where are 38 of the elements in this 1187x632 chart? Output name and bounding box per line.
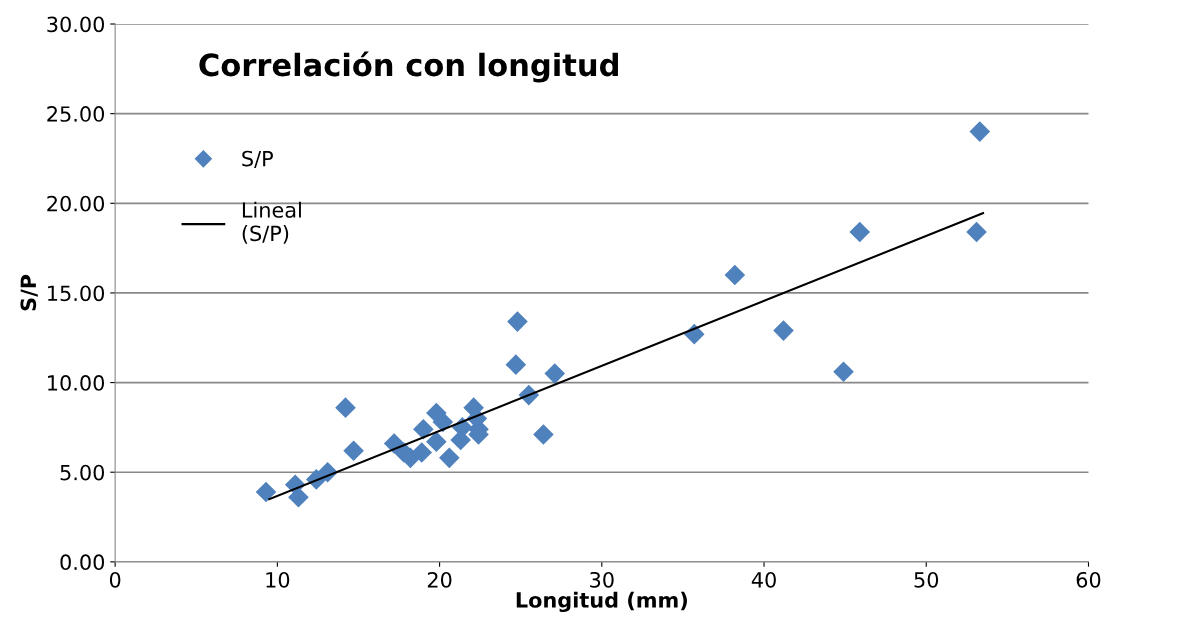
point <box>507 311 528 332</box>
point <box>833 361 854 383</box>
text: Correlación con longitud <box>199 51 618 83</box>
point <box>343 440 364 461</box>
y-tick-label: 25.00 <box>47 106 105 122</box>
point <box>544 363 566 384</box>
point <box>533 424 554 445</box>
point <box>335 397 356 418</box>
point <box>411 442 433 463</box>
point <box>966 221 987 243</box>
point <box>426 431 447 453</box>
x-tick-label: 50 <box>914 571 939 588</box>
x-tick-label: 0 <box>109 571 121 588</box>
point <box>439 447 460 469</box>
y-axis-title: S/P <box>20 274 38 311</box>
y-tick-label: 15.00 <box>48 285 105 302</box>
y-tick-label: 20.00 <box>47 195 105 212</box>
x-tick-label: 60 <box>1076 571 1101 588</box>
point <box>849 221 871 243</box>
point <box>432 411 454 433</box>
point <box>969 121 991 142</box>
x-tick-label: 10 <box>266 571 290 588</box>
x-tick-label: 40 <box>751 571 776 588</box>
y-tick-label: 30.00 <box>47 16 105 33</box>
x-tick-label: 30 <box>590 571 614 588</box>
point <box>773 320 794 341</box>
legend-label: S/P <box>242 150 273 169</box>
y-tick-label: 5.00 <box>60 464 105 481</box>
y-tick-label: 0.00 <box>60 554 105 571</box>
x-axis-title: Longitud (mm) <box>516 591 687 613</box>
y-tick-label: 10.00 <box>48 375 105 391</box>
point <box>724 264 746 286</box>
point <box>413 418 434 440</box>
point <box>505 354 527 375</box>
point <box>288 487 309 508</box>
x-tick-label: 20 <box>427 571 452 588</box>
legend-label: Lineal (S/P) <box>242 201 301 244</box>
point <box>255 481 277 503</box>
